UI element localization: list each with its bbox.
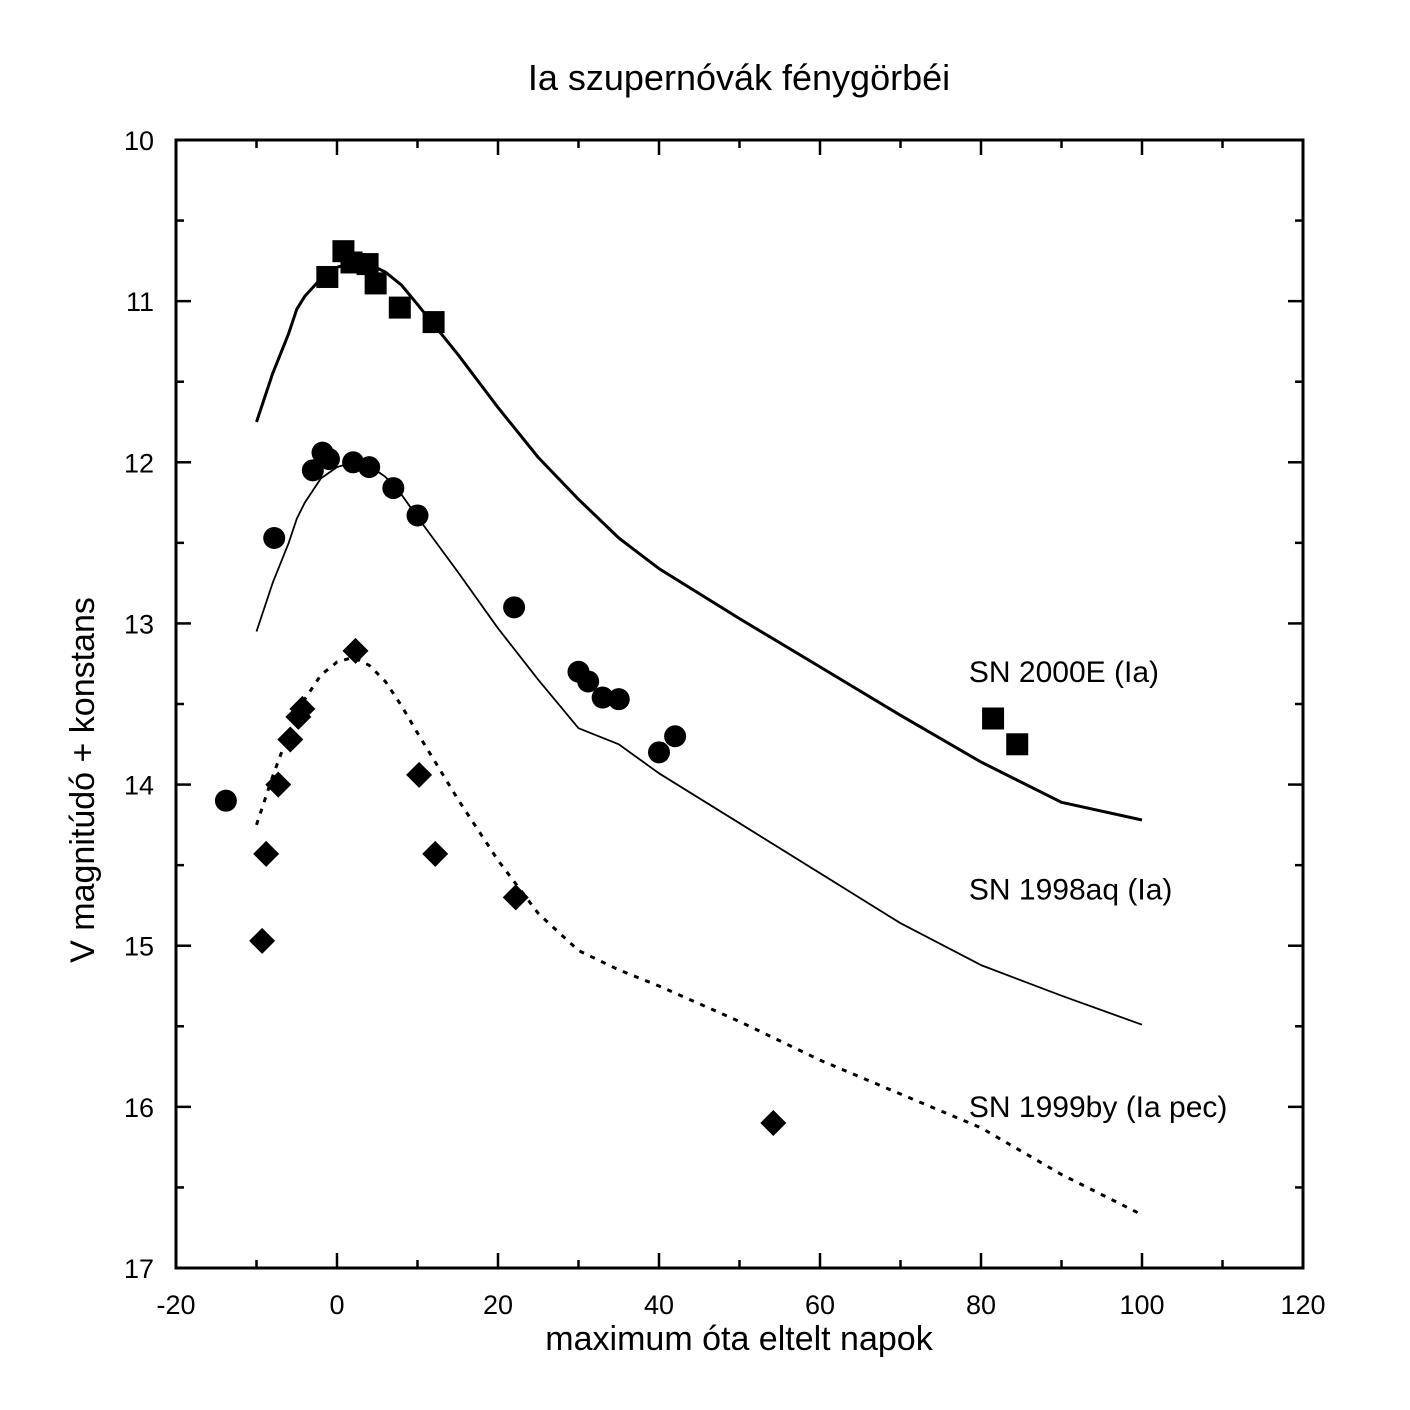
x-tick-label: 0 [329, 1290, 344, 1320]
template-curve-circle [255, 461, 1143, 1026]
circle-marker [317, 448, 340, 471]
diamond-marker [342, 637, 369, 664]
series-labels: SN 2000E (Ia) SN 1998aq (Ia) SN 1999by (Ia… [969, 656, 1227, 1124]
circle-marker [607, 688, 630, 711]
diamond-marker [265, 771, 292, 798]
data-markers [214, 240, 1029, 1136]
circle-marker [263, 527, 286, 550]
y-tick-label: 15 [124, 932, 154, 962]
axis-ticks: -20 0 20 40 60 80 100 120 10 11 12 13 14 15 16 17 [124, 126, 1326, 1320]
square-marker [982, 707, 1005, 730]
diamond-marker [502, 884, 529, 911]
square-marker [364, 272, 387, 295]
diamond-marker [249, 927, 276, 954]
y-tick-label: 16 [124, 1093, 154, 1123]
y-tick-label: 10 [124, 126, 154, 156]
chart-title: Ia szupernóvák fénygörbéi [528, 57, 950, 98]
x-tick-label: 120 [1280, 1290, 1325, 1320]
circle-marker [301, 459, 324, 482]
square-marker [356, 253, 379, 276]
x-tick-label: 100 [1119, 1290, 1164, 1320]
diamond-marker [277, 726, 304, 753]
circle-marker [214, 789, 237, 812]
circle-marker [664, 725, 687, 748]
diamond-marker [422, 840, 449, 867]
diamond-marker [760, 1109, 787, 1136]
square-marker [388, 296, 411, 319]
series-label: SN 1998aq (Ia) [969, 873, 1172, 906]
circle-marker [648, 741, 670, 764]
circle-marker [382, 477, 405, 500]
diamond-marker [289, 695, 316, 722]
circle-marker [577, 670, 600, 693]
circle-marker [591, 686, 614, 709]
y-tick-label: 14 [124, 771, 154, 801]
square-marker [422, 311, 445, 334]
circle-marker [406, 504, 429, 527]
y-tick-label: 13 [124, 609, 154, 639]
square-marker [1006, 733, 1029, 756]
x-axis-label: maximum óta eltelt napok [545, 1320, 933, 1358]
series-label: SN 1999by (Ia pec) [969, 1091, 1227, 1124]
x-tick-label: -20 [156, 1290, 195, 1320]
y-tick-label: 17 [124, 1254, 154, 1284]
x-tick-label: 40 [644, 1290, 674, 1320]
circle-marker [503, 596, 526, 619]
circle-marker [358, 456, 381, 479]
x-tick-label: 80 [966, 1290, 996, 1320]
y-axis-label: V magnitúdó + konstans [64, 597, 102, 963]
y-tick-label: 12 [124, 448, 154, 478]
y-tick-label: 11 [126, 287, 154, 317]
series-label: SN 2000E (Ia) [969, 656, 1159, 689]
diamond-marker [406, 761, 433, 788]
x-tick-label: 20 [483, 1290, 513, 1320]
square-marker [316, 265, 339, 288]
x-tick-label: 60 [805, 1290, 835, 1320]
diamond-marker [253, 840, 280, 867]
